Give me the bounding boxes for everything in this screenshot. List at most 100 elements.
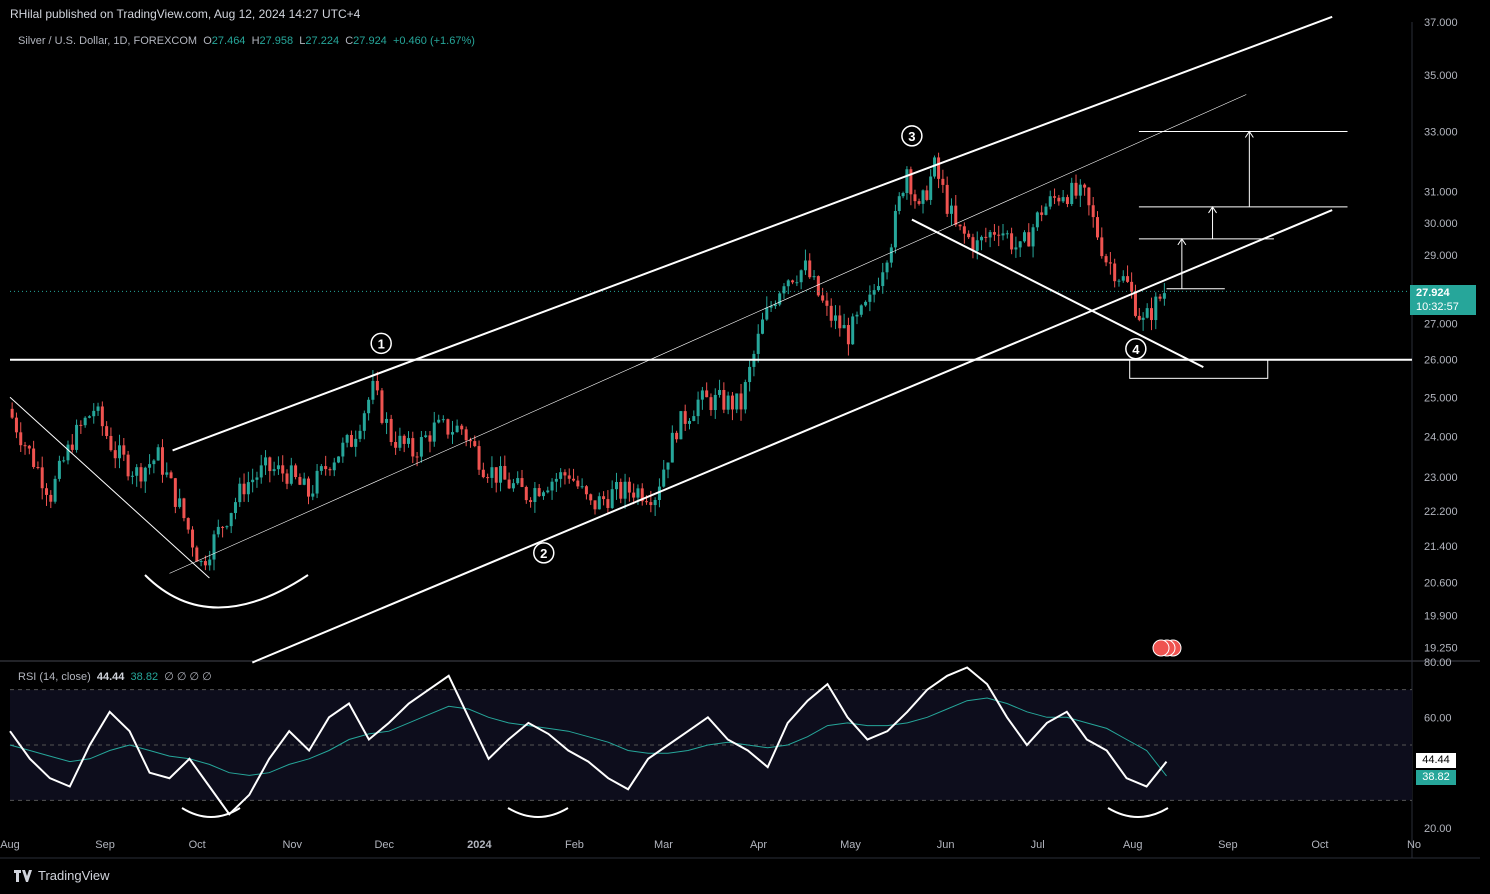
candle-body	[975, 240, 979, 251]
candle-body	[126, 454, 130, 477]
candle-body	[1061, 197, 1065, 202]
candle-body	[816, 276, 820, 296]
time-tick-label: Aug	[1123, 839, 1143, 851]
candle-body	[473, 441, 477, 447]
candle-body	[40, 467, 44, 489]
candle-body	[1149, 308, 1153, 321]
candle-body	[846, 325, 850, 345]
candle-body	[937, 157, 941, 179]
symbol-name: Silver / U.S. Dollar, 1D, FOREXCOM	[18, 35, 198, 47]
close-value: 27.924	[353, 35, 387, 47]
candle-body	[791, 280, 795, 283]
candle-body	[1022, 232, 1026, 242]
candle-body	[657, 486, 661, 500]
candle-body	[394, 442, 398, 448]
candle-body	[337, 456, 341, 463]
candle-body	[424, 435, 428, 438]
candle-body	[432, 422, 436, 442]
rsi-pane	[9, 666, 1412, 818]
change-value: +0.460 (+1.67%)	[392, 35, 475, 47]
candle-body	[997, 234, 1001, 236]
candle-body	[156, 447, 160, 461]
candle-body	[929, 176, 933, 200]
tradingview-brand[interactable]: TradingView	[14, 868, 110, 883]
rsi-ma-line	[9, 697, 1167, 777]
candle-body	[524, 486, 528, 501]
candle-body	[645, 501, 649, 503]
high-value: 27.958	[259, 35, 294, 47]
candle-body	[971, 237, 975, 251]
candle-body	[1070, 182, 1074, 205]
candle-body	[649, 502, 653, 506]
candle-body	[268, 457, 272, 472]
candle-body	[354, 438, 358, 447]
candle-body	[864, 301, 868, 306]
time-tick-label: Oct	[189, 839, 206, 851]
candle-body	[933, 157, 937, 177]
candle-body	[464, 429, 468, 441]
candle-body	[375, 380, 379, 391]
price-tick-label: 31.000	[1424, 186, 1458, 198]
candle-body	[584, 486, 588, 495]
candle-body	[1104, 256, 1108, 263]
candle-body	[859, 305, 863, 315]
candle-body	[739, 393, 743, 410]
candle-body	[1130, 281, 1134, 292]
candle-body	[246, 482, 250, 495]
wave-label-circle	[901, 125, 923, 147]
candle-body	[795, 282, 799, 284]
candle-body	[834, 315, 838, 321]
candle-body	[748, 366, 752, 383]
low-value: 27.224	[305, 35, 340, 47]
candle-body	[203, 561, 207, 566]
price-tick-label: 21.400	[1424, 541, 1458, 553]
candle-body	[23, 445, 27, 447]
candle-body	[692, 416, 696, 421]
candle-body	[554, 478, 558, 482]
candle-body	[105, 426, 109, 436]
candle-body	[281, 465, 285, 474]
candle-body	[70, 444, 74, 450]
wave-label: 3	[908, 129, 915, 144]
candle-body	[550, 481, 554, 491]
rsi-value: 44.44	[96, 671, 125, 683]
candle-body	[905, 169, 909, 193]
open-value: 27.464	[211, 35, 246, 47]
candle-body	[242, 483, 246, 495]
candle-body	[122, 445, 126, 455]
candle-body	[66, 444, 70, 461]
price-tick-label: 35.000	[1424, 70, 1458, 82]
candle-body	[881, 272, 885, 287]
candle-body	[182, 498, 186, 519]
candle-body	[1154, 296, 1158, 321]
candle-body	[437, 419, 441, 423]
time-tick-label: Sep	[1218, 839, 1238, 851]
candle-body	[345, 435, 349, 443]
candle-body	[855, 314, 859, 317]
candle-body	[909, 169, 913, 195]
price-tick-label: 23.000	[1424, 472, 1458, 484]
publisher-line: RHilal published on TradingView.com, Aug…	[10, 7, 361, 21]
candle-body	[302, 478, 306, 485]
candle-body	[367, 399, 371, 414]
candle-body	[27, 445, 31, 449]
decline-line	[9, 396, 210, 579]
candle-body	[799, 270, 803, 283]
price-tick-label: 20.600	[1424, 578, 1458, 590]
candle-body	[499, 466, 503, 483]
candle-body	[765, 307, 769, 320]
candle-body	[96, 406, 100, 411]
candle-body	[718, 389, 722, 395]
candle-body	[546, 490, 550, 493]
candle-body	[917, 201, 921, 204]
candle-body	[152, 460, 156, 465]
candle-body	[576, 480, 580, 487]
candle-body	[289, 465, 293, 484]
candle-body	[186, 518, 190, 530]
candle-body	[889, 247, 893, 263]
candle-body	[371, 380, 375, 400]
candle-body	[160, 447, 164, 475]
candle-body	[19, 432, 23, 446]
candle-body	[53, 478, 57, 502]
